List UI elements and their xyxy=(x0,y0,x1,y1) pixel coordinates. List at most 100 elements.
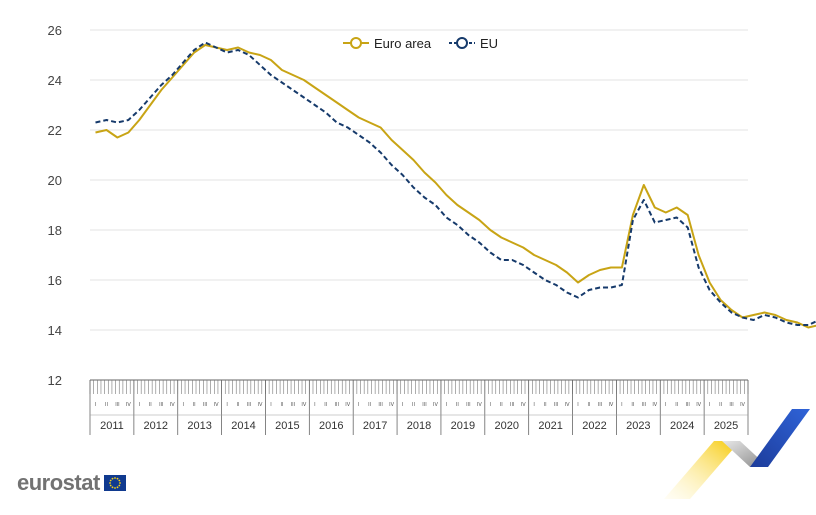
y-axis: 12 14 16 18 20 22 24 26 xyxy=(48,23,62,388)
quarter-label: III xyxy=(422,402,426,408)
year-label: 2011 xyxy=(100,420,124,432)
series-line-eu[interactable] xyxy=(95,41,816,326)
legend-item-euro-area[interactable]: Euro area xyxy=(343,36,432,51)
eu-flag-icon xyxy=(103,475,126,491)
quarter-label: IV xyxy=(301,402,306,408)
year-label: 2014 xyxy=(231,420,255,432)
flag-star xyxy=(118,479,121,482)
logo-text: eurostat xyxy=(17,470,100,495)
quarter-label: III xyxy=(159,402,163,408)
quarter-label: II xyxy=(456,402,459,408)
quarter-label: I xyxy=(533,402,534,408)
quarter-label: III xyxy=(291,402,295,408)
quarter-label: IV xyxy=(126,402,131,408)
quarter-label: II xyxy=(193,402,196,408)
quarter-label: IV xyxy=(652,402,657,408)
y-tick-label: 14 xyxy=(48,323,62,338)
quarter-label: II xyxy=(237,402,240,408)
quarter-label: II xyxy=(324,402,327,408)
quarter-label: I xyxy=(95,402,96,408)
flag-star xyxy=(108,482,111,484)
quarter-label: II xyxy=(280,402,283,408)
quarter-label: IV xyxy=(521,402,526,408)
year-label: 2022 xyxy=(582,420,606,432)
quarter-label: III xyxy=(335,402,339,408)
quarter-label: IV xyxy=(170,402,175,408)
decorative-chevron-icon xyxy=(664,409,810,499)
flag-star xyxy=(111,486,114,489)
quarter-label: I xyxy=(226,402,227,408)
quarter-label: III xyxy=(510,402,514,408)
year-label: 2015 xyxy=(275,420,299,432)
quarter-label: II xyxy=(588,402,591,408)
year-label: 2017 xyxy=(363,420,387,432)
quarter-label: II xyxy=(149,402,152,408)
quarter-label: I xyxy=(139,402,140,408)
year-label: 2018 xyxy=(407,420,431,432)
quarter-label: II xyxy=(544,402,547,408)
year-label: 2025 xyxy=(714,420,738,432)
quarter-label: III xyxy=(247,402,251,408)
quarter-label: IV xyxy=(433,402,438,408)
quarter-label: IV xyxy=(258,402,263,408)
series-line-euro-area[interactable] xyxy=(95,44,816,329)
y-tick-label: 26 xyxy=(48,23,62,38)
quarter-label: IV xyxy=(477,402,482,408)
quarter-label: I xyxy=(577,402,578,408)
quarter-label: I xyxy=(709,402,710,408)
quarter-label: II xyxy=(631,402,634,408)
year-label: 2019 xyxy=(451,420,475,432)
quarter-label: III xyxy=(203,402,207,408)
year-label: 2024 xyxy=(670,420,694,432)
quarter-label: I xyxy=(358,402,359,408)
flag-star xyxy=(118,482,121,484)
quarter-label: I xyxy=(402,402,403,408)
y-tick-label: 12 xyxy=(48,373,62,388)
quarter-label: I xyxy=(621,402,622,408)
flag-star xyxy=(116,486,119,489)
quarter-label: IV xyxy=(214,402,219,408)
quarter-label: I xyxy=(270,402,271,408)
flag-star xyxy=(116,477,119,480)
legend-item-eu[interactable]: EU xyxy=(449,36,498,51)
quarter-label: I xyxy=(446,402,447,408)
year-label: 2020 xyxy=(494,420,518,432)
quarter-label: II xyxy=(675,402,678,408)
quarter-label: III xyxy=(685,402,689,408)
quarter-label: III xyxy=(466,402,470,408)
quarter-label: III xyxy=(554,402,558,408)
quarter-label: II xyxy=(368,402,371,408)
year-label: 2016 xyxy=(319,420,343,432)
quarter-label: III xyxy=(378,402,382,408)
quarter-label: II xyxy=(500,402,503,408)
quarter-label: IV xyxy=(696,402,701,408)
y-tick-label: 20 xyxy=(48,173,62,188)
quarter-label: IV xyxy=(565,402,570,408)
year-label: 2023 xyxy=(626,420,650,432)
quarter-label: IV xyxy=(389,402,394,408)
quarter-label: III xyxy=(642,402,646,408)
legend-circle-marker xyxy=(456,37,468,49)
quarter-label: III xyxy=(598,402,602,408)
quarter-label: I xyxy=(314,402,315,408)
legend-circle-marker xyxy=(350,37,362,49)
quarter-label: II xyxy=(105,402,108,408)
y-tick-label: 18 xyxy=(48,223,62,238)
flag-star xyxy=(109,479,112,482)
quarter-label: IV xyxy=(740,402,745,408)
y-tick-label: 22 xyxy=(48,123,62,138)
quarter-label: I xyxy=(490,402,491,408)
y-tick-label: 24 xyxy=(48,73,62,88)
year-label: 2021 xyxy=(538,420,562,432)
flag-star xyxy=(109,484,112,487)
legend-label: Euro area xyxy=(374,36,432,51)
quarter-label: I xyxy=(182,402,183,408)
quarter-label: IV xyxy=(608,402,613,408)
legend-label: EU xyxy=(480,36,498,51)
year-label: 2012 xyxy=(144,420,168,432)
legend[interactable]: Euro area EU xyxy=(343,36,498,51)
quarter-label: IV xyxy=(345,402,350,408)
flag-star xyxy=(113,487,116,489)
